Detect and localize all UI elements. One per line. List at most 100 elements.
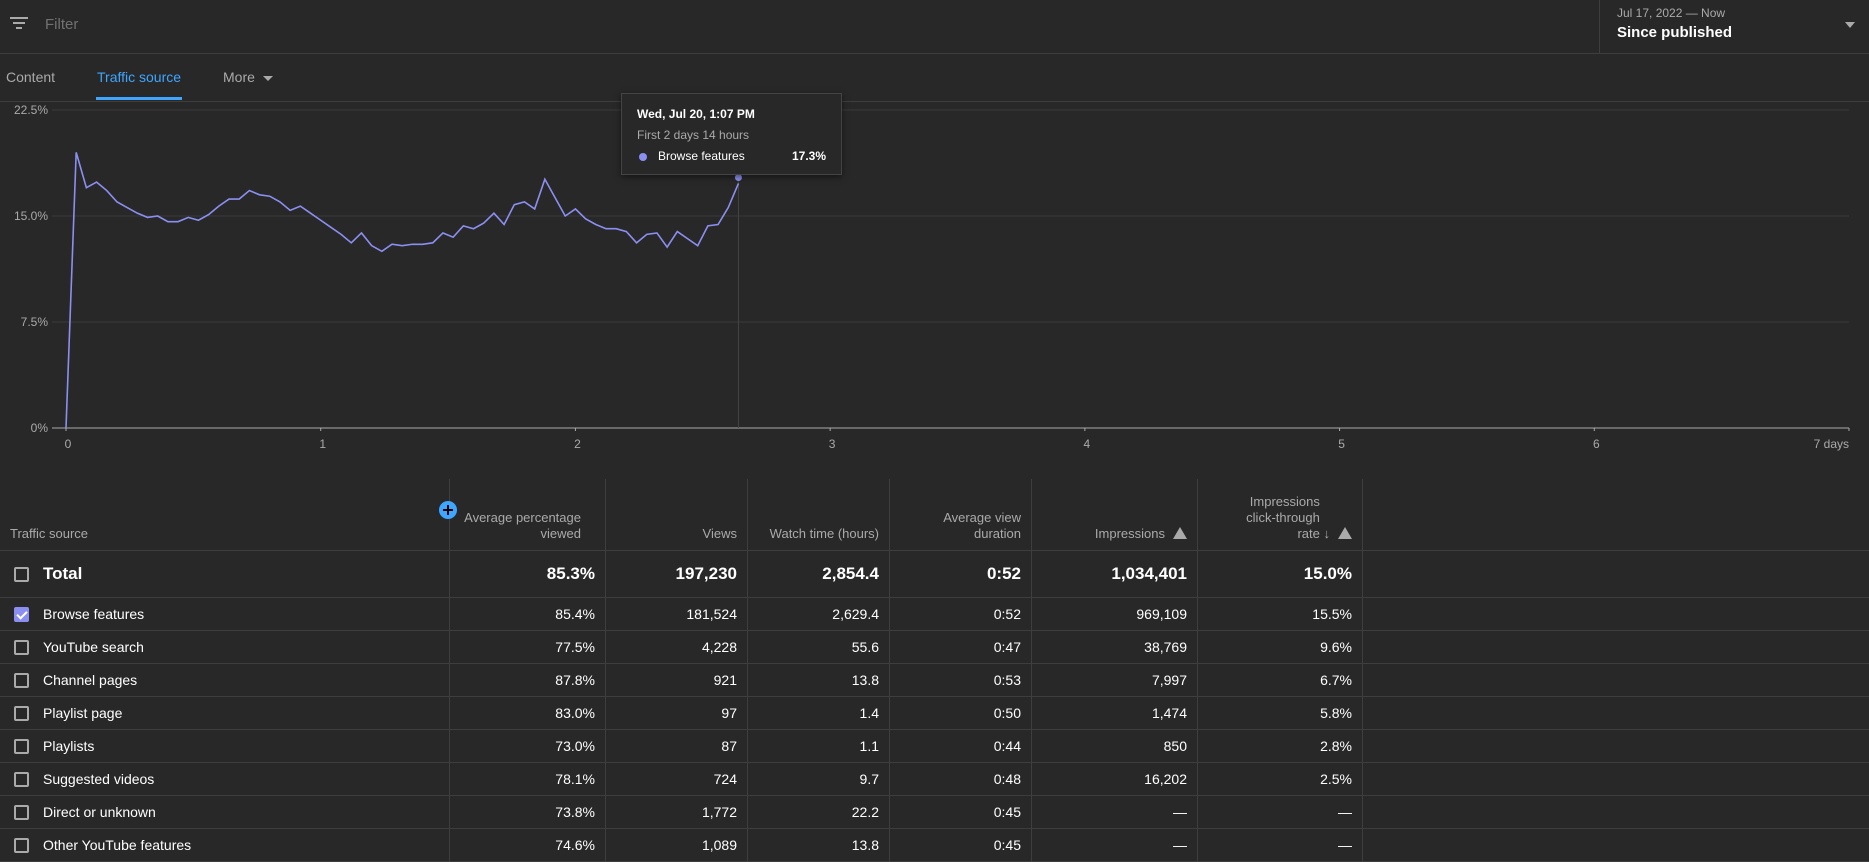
cell-text: 0:53 xyxy=(994,672,1021,688)
cell-text: — xyxy=(1173,837,1187,853)
checkbox[interactable] xyxy=(14,673,29,688)
cell-text: 13.8 xyxy=(852,672,879,688)
cell-text: 1,772 xyxy=(702,804,737,820)
source-label: YouTube search xyxy=(43,639,144,655)
cell: 2,629.4 xyxy=(748,598,890,631)
cell: 38,769 xyxy=(1032,631,1198,664)
tab[interactable]: Content xyxy=(6,69,55,85)
cell: 0:50 xyxy=(890,697,1032,730)
checkbox[interactable] xyxy=(14,567,29,582)
cell: 16,202 xyxy=(1032,763,1198,796)
header-text: Watch time (hours) xyxy=(770,526,879,541)
spacer-cell xyxy=(1363,631,1869,664)
date-picker[interactable]: Jul 17, 2022 — Now Since published xyxy=(1599,0,1869,53)
checkbox[interactable] xyxy=(14,640,29,655)
source-label: Browse features xyxy=(43,606,144,622)
cell: — xyxy=(1198,829,1363,862)
cell-text: 16,202 xyxy=(1144,771,1187,787)
cell: 0:44 xyxy=(890,730,1032,763)
cell: 9.7 xyxy=(748,763,890,796)
cell: 1,089 xyxy=(606,829,748,862)
filter-icon[interactable] xyxy=(10,16,28,30)
cell-text: 850 xyxy=(1164,738,1187,754)
cell-text: 78.1% xyxy=(555,771,595,787)
checkbox[interactable] xyxy=(14,739,29,754)
cell-text: 74.6% xyxy=(555,837,595,853)
cell-text: 15.5% xyxy=(1312,606,1352,622)
hover-point xyxy=(735,174,742,181)
cell: 0:52 xyxy=(890,598,1032,631)
cell: 1.4 xyxy=(748,697,890,730)
cell: 921 xyxy=(606,664,748,697)
cell-text: 1,034,401 xyxy=(1111,564,1187,583)
filter-input[interactable]: Filter xyxy=(45,16,78,33)
checkbox[interactable] xyxy=(14,607,29,622)
header[interactable]: Impressions click-through rate ↓ xyxy=(1198,479,1363,551)
cell: 85.4% xyxy=(450,598,606,631)
cell-text: 97 xyxy=(721,705,737,721)
source-label: Playlist page xyxy=(43,705,122,721)
header: Watch time (hours) xyxy=(748,479,890,551)
spacer-cell xyxy=(1363,796,1869,829)
cell-text: 0:48 xyxy=(994,771,1021,787)
cell-text: 181,524 xyxy=(686,606,737,622)
add-column[interactable] xyxy=(439,501,457,519)
header[interactable]: Impressions xyxy=(1032,479,1198,551)
cell: 1,474 xyxy=(1032,697,1198,730)
cell-text: 1.1 xyxy=(860,738,879,754)
cell: 2,854.4 xyxy=(748,551,890,598)
tooltip-value: 17.3% xyxy=(792,149,826,163)
checkbox[interactable] xyxy=(14,805,29,820)
cell-text: 0:45 xyxy=(994,837,1021,853)
source-cell: Browse features xyxy=(0,598,450,631)
x-tick-label: 0 xyxy=(65,437,72,451)
series-line xyxy=(66,152,738,428)
cell: — xyxy=(1032,796,1198,829)
tab[interactable]: More xyxy=(223,69,255,85)
cell-text: 9.6% xyxy=(1320,639,1352,655)
cell: 2.5% xyxy=(1198,763,1363,796)
cell: 85.3% xyxy=(450,551,606,598)
cell: 22.2 xyxy=(748,796,890,829)
cell: — xyxy=(1198,796,1363,829)
header-text: Impressions xyxy=(1095,526,1165,541)
cell-text: 73.8% xyxy=(555,804,595,820)
cell: 15.5% xyxy=(1198,598,1363,631)
cell-text: 77.5% xyxy=(555,639,595,655)
source-label: Playlists xyxy=(43,738,94,754)
cell-text: 724 xyxy=(714,771,737,787)
top-bar: Filter Jul 17, 2022 — Now Since publishe… xyxy=(0,0,1869,54)
cell: 9.6% xyxy=(1198,631,1363,664)
cell: 15.0% xyxy=(1198,551,1363,598)
tab[interactable]: Traffic source xyxy=(97,69,181,85)
cell-text: 85.3% xyxy=(547,564,595,583)
cell: 13.8 xyxy=(748,664,890,697)
cell-text: 2.8% xyxy=(1320,738,1352,754)
cell-text: 921 xyxy=(714,672,737,688)
cell: 197,230 xyxy=(606,551,748,598)
dropdown-arrow xyxy=(263,76,273,81)
tooltip-subtitle: First 2 days 14 hours xyxy=(637,128,749,142)
cell: 1.1 xyxy=(748,730,890,763)
checkbox[interactable] xyxy=(14,706,29,721)
cell-text: 0:52 xyxy=(987,564,1021,583)
source-cell: Playlists xyxy=(0,730,450,763)
cell-text: 0:44 xyxy=(994,738,1021,754)
source-cell: Other YouTube features xyxy=(0,829,450,862)
checkbox[interactable] xyxy=(14,772,29,787)
source-label: Other YouTube features xyxy=(43,837,191,853)
y-tick-label: 15.0% xyxy=(14,209,48,223)
cell: 6.7% xyxy=(1198,664,1363,697)
source-cell: Direct or unknown xyxy=(0,796,450,829)
cell-text: 0:45 xyxy=(994,804,1021,820)
source-cell: Playlist page xyxy=(0,697,450,730)
x-tick-label: 3 xyxy=(829,437,836,451)
checkbox[interactable] xyxy=(14,838,29,853)
x-tick-label: 5 xyxy=(1338,437,1345,451)
cell-text: 5.8% xyxy=(1320,705,1352,721)
cell: 73.0% xyxy=(450,730,606,763)
source-label: Channel pages xyxy=(43,672,137,688)
